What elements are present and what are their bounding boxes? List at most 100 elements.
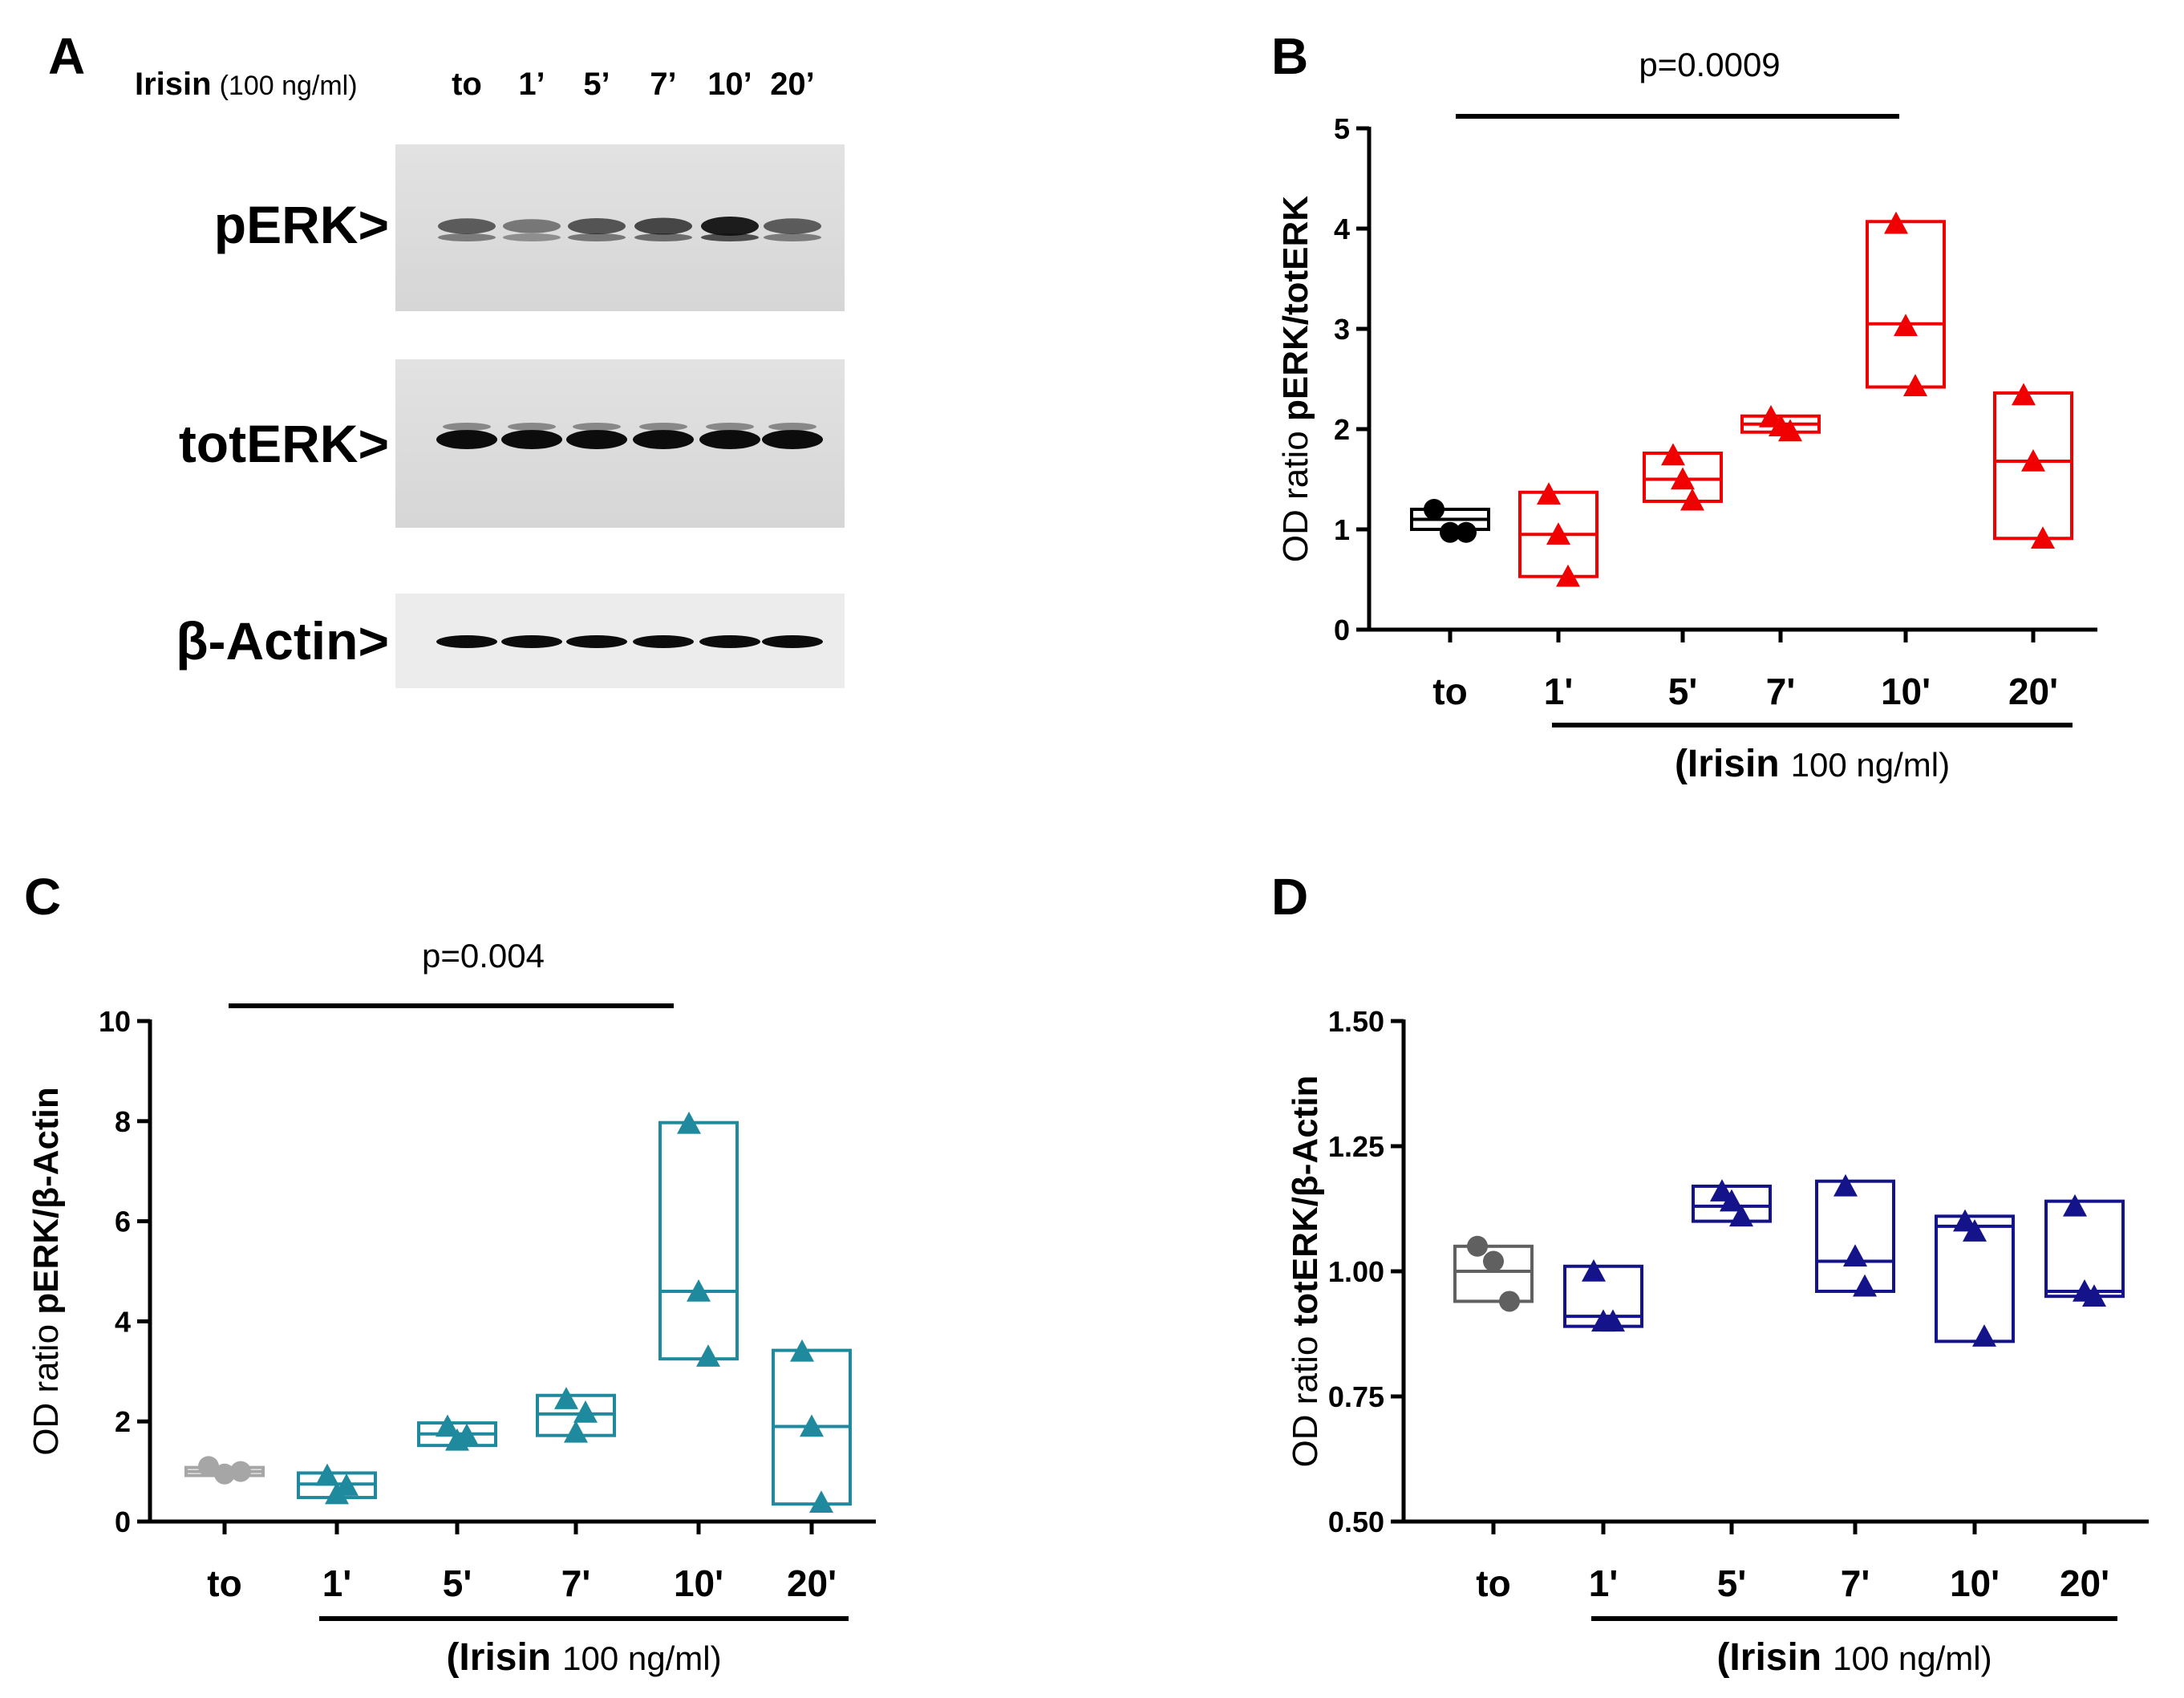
pERK-band-5 (764, 218, 821, 234)
category-label-c-1: 1' (322, 1562, 352, 1604)
lane-label-2: 5’ (583, 67, 610, 102)
y-tick-label-d-0: 0.50 (1328, 1506, 1384, 1538)
point-b-0-0 (1424, 499, 1445, 520)
point-c-5-2 (809, 1490, 833, 1514)
point-d-0-1 (1483, 1250, 1504, 1272)
actin-band-1 (501, 635, 562, 648)
y-tick-label-d-2: 1.00 (1328, 1255, 1384, 1288)
category-label-b-3: 7' (1766, 671, 1796, 712)
category-label-b-5: 20' (2008, 671, 2058, 712)
point-b-0-1 (1440, 521, 1461, 543)
pERK-band-4 (701, 217, 759, 236)
point-c-0-1 (214, 1463, 235, 1485)
point-d-3-2 (1853, 1274, 1877, 1297)
pERK-band-1 (503, 219, 561, 233)
lane-label-1: 1’ (518, 67, 545, 102)
actin-band-4 (699, 635, 760, 648)
actin-band-3 (633, 635, 694, 648)
box-b-4 (1866, 220, 1946, 389)
y-axis-label-c: OD ratio pERK/β-Actin (26, 1087, 66, 1456)
pERK-band-2 (568, 218, 626, 234)
point-c-1-2 (334, 1473, 359, 1496)
pERK-band-lower-5 (764, 233, 821, 241)
y-tick-label-b-3: 3 (1334, 313, 1350, 346)
totERK-band-0 (436, 430, 497, 449)
category-label-d-3: 7' (1841, 1562, 1870, 1604)
blot-label-totERK: totERK> (179, 414, 389, 473)
pERK-band-lower-0 (438, 233, 496, 241)
y-axis-label-b: OD ratio pERK/totERK (1276, 196, 1315, 562)
lane-label-3: 7’ (650, 67, 676, 102)
category-label-c-5: 20' (787, 1562, 837, 1604)
box-c-4 (658, 1121, 739, 1361)
point-b-2-1 (1671, 467, 1695, 490)
category-label-c-4: 10' (674, 1562, 723, 1604)
y-axis-label-prefix-b: OD ratio (1276, 421, 1315, 562)
point-b-4-0 (1884, 211, 1908, 234)
point-b-2-0 (1661, 443, 1685, 466)
totERK-band-4 (699, 430, 760, 449)
point-d-2-1 (1720, 1189, 1744, 1212)
category-label-b-0: to (1432, 671, 1467, 712)
category-label-d-2: 5' (1717, 1562, 1747, 1604)
point-b-1-1 (1546, 522, 1570, 545)
point-d-3-0 (1834, 1173, 1858, 1197)
panel-d-letter: D (1271, 868, 1308, 926)
y-tick-label-b-0: 0 (1334, 614, 1350, 646)
lane-label-4: 10’ (707, 67, 752, 102)
totERK-band-upper-2 (573, 423, 621, 431)
panel-b-letter: B (1271, 27, 1308, 85)
irisin-group-label-c: (Irisin 100 ng/ml) (446, 1636, 721, 1679)
category-label-d-5: 20' (2060, 1562, 2109, 1604)
point-c-4-2 (696, 1344, 720, 1367)
pERK-band-lower-3 (634, 233, 692, 241)
panel-a-letter: A (48, 27, 85, 85)
totERK-band-upper-3 (639, 423, 687, 431)
point-b-4-2 (1903, 374, 1927, 396)
irisin-bold-b: (Irisin (1675, 743, 1780, 785)
y-tick-label-c-2: 4 (115, 1305, 131, 1338)
box-d-0 (1453, 1244, 1534, 1303)
point-d-5-2 (2082, 1284, 2106, 1307)
box-b-2 (1643, 452, 1723, 503)
category-label-c-2: 5' (443, 1562, 472, 1604)
totERK-band-upper-5 (768, 423, 816, 431)
point-d-0-2 (1499, 1291, 1520, 1312)
point-b-5-1 (2021, 449, 2045, 472)
point-b-3-2 (1778, 419, 1802, 442)
totERK-band-upper-1 (508, 423, 556, 431)
y-tick-label-c-1: 2 (115, 1405, 131, 1438)
point-d-5-0 (2063, 1193, 2087, 1217)
blot-bands (436, 217, 823, 648)
actin-band-0 (436, 635, 497, 648)
y-tick-label-b-5: 5 (1334, 112, 1350, 145)
lane-label-5: 20’ (770, 67, 815, 102)
point-d-1-2 (1601, 1309, 1625, 1332)
point-c-2-0 (436, 1414, 460, 1437)
point-b-1-2 (1556, 564, 1580, 587)
lane-labels: to 1’ 5’ 7’ 10’ 20’ (452, 67, 815, 102)
box-d-3 (1815, 1179, 1895, 1293)
y-tick-label-b-4: 4 (1334, 213, 1350, 245)
panel-a-header: Irisin (100 ng/ml) (135, 67, 358, 102)
point-d-0-0 (1467, 1235, 1488, 1257)
point-b-4-1 (1894, 314, 1918, 336)
irisin-header-bold: Irisin (135, 67, 212, 102)
irisin-group-label-b: (Irisin 100 ng/ml) (1675, 743, 1950, 785)
blot-label-pERK: pERK> (214, 195, 389, 254)
category-label-d-4: 10' (1950, 1562, 2000, 1604)
pERK-band-3 (634, 217, 692, 235)
box-d-4 (1935, 1214, 2015, 1343)
point-d-2-2 (1729, 1204, 1753, 1227)
pERK-band-lower-1 (503, 233, 561, 241)
y-tick-label-d-1: 0.75 (1328, 1380, 1384, 1413)
point-b-5-2 (2031, 526, 2055, 549)
point-b-0-2 (1456, 521, 1477, 543)
panel-a: A Irisin (100 ng/ml) to 1’ 5’ 7’ 10’ 20’ pERK… (48, 27, 845, 688)
point-c-2-2 (455, 1423, 479, 1446)
irisin-header-dose: (100 ng/ml) (220, 71, 358, 101)
y-axis-label-d: OD ratio totERK/β-Actin (1286, 1076, 1325, 1468)
point-c-0-0 (198, 1456, 219, 1477)
y-axis-label-main-c: pERK/β-Actin (26, 1087, 66, 1315)
